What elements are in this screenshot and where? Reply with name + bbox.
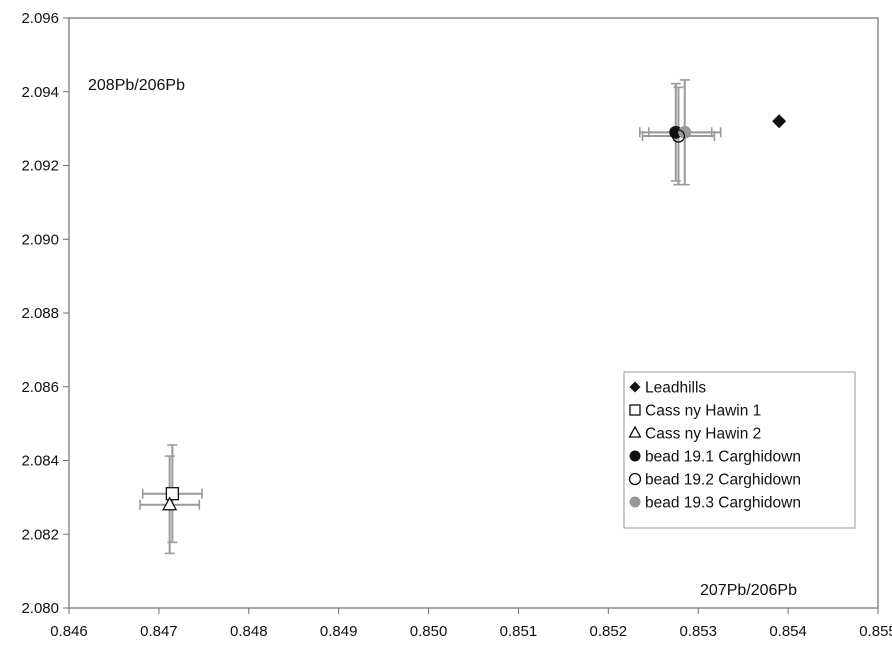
y-tick-label: 2.088: [21, 305, 59, 322]
y-tick-label: 2.092: [21, 158, 59, 175]
x-tick-label: 0.854: [769, 623, 807, 640]
legend-label: Cass ny Hawin 1: [645, 403, 761, 420]
data-point: [678, 125, 692, 139]
legend-label: bead 19.1 Carghidown: [645, 449, 801, 466]
data-point: [165, 487, 180, 501]
y-tick-label: 2.084: [21, 453, 59, 470]
legend-label: Leadhills: [645, 380, 706, 397]
x-tick-label: 0.852: [590, 623, 628, 640]
legend-label: bead 19.3 Carghidown: [645, 495, 801, 512]
legend-marker: [629, 450, 641, 462]
y-tick-label: 2.080: [21, 600, 59, 617]
legend-label: Cass ny Hawin 2: [645, 426, 761, 443]
x-tick-label: 0.848: [230, 623, 268, 640]
data-point: [772, 114, 787, 129]
x-tick-label: 0.851: [500, 623, 538, 640]
legend: Leadhills Cass ny Hawin 1 Cass ny Hawin 2 b…: [623, 371, 856, 529]
legend-marker: [629, 381, 641, 393]
y-tick-label: 2.082: [21, 526, 59, 543]
x-tick-label: 0.855: [859, 623, 892, 640]
legend-marker: [629, 496, 641, 508]
x-tick-label: 0.849: [320, 623, 358, 640]
legend-marker: [629, 404, 641, 416]
data-point: [671, 129, 686, 143]
legend-marker: [628, 425, 642, 438]
x-tick-label: 0.850: [410, 623, 448, 640]
y-tick-label: 2.094: [21, 84, 59, 101]
x-axis: 0.846 0.847 0.848 0.849 0.850 0.851 0.852 0.853…: [50, 608, 892, 640]
x-axis-title: 207Pb/206Pb: [700, 582, 797, 599]
x-tick-label: 0.846: [50, 623, 88, 640]
y-axis: 2.080 2.082 2.084 2.086 2.088 2.090 2.092 2.094…: [21, 10, 69, 617]
legend-marker: [628, 472, 642, 486]
y-tick-label: 2.086: [21, 379, 59, 396]
y-axis-title: 208Pb/206Pb: [88, 77, 185, 94]
legend-label: bead 19.2 Carghidown: [645, 472, 801, 489]
data-points: [162, 114, 787, 511]
y-tick-label: 2.090: [21, 231, 59, 248]
legend-box: [623, 371, 856, 529]
x-tick-label: 0.847: [140, 623, 178, 640]
data-point: [162, 496, 178, 511]
y-tick-label: 2.096: [21, 10, 59, 27]
x-tick-label: 0.853: [679, 623, 717, 640]
